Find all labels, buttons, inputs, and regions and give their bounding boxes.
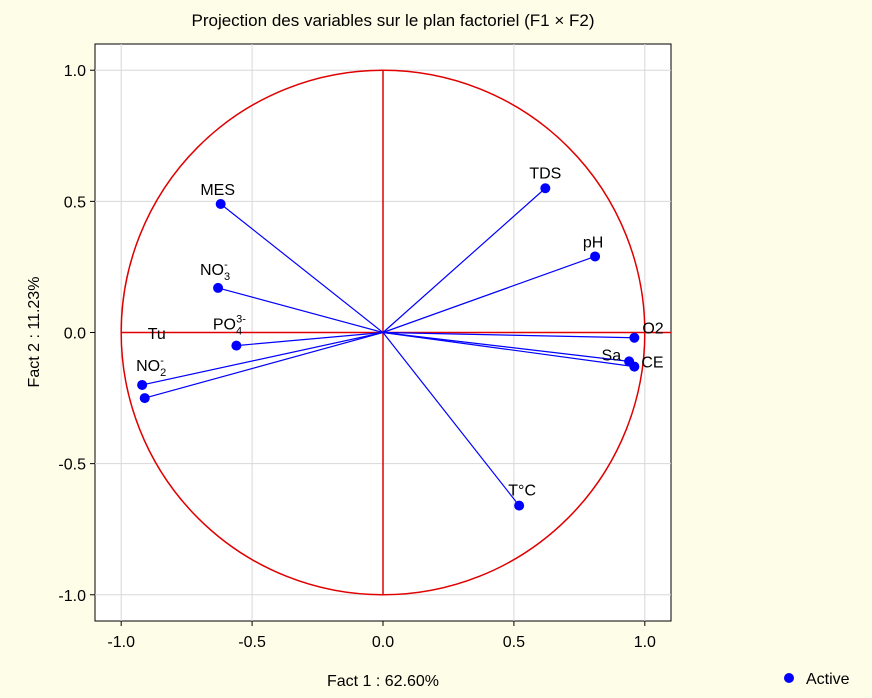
point-2: [590, 251, 601, 262]
x-tick-label-4: 1.0: [634, 634, 656, 651]
vector-line-4: [236, 331, 384, 347]
point-label-8: Sa: [602, 347, 622, 364]
point-label-3: NO3-: [200, 259, 230, 283]
legend: Active: [784, 671, 850, 688]
y-tick-label-0: 1.0: [64, 63, 86, 80]
x-tick-label-3: 0.5: [503, 634, 525, 651]
point-10: [514, 500, 525, 511]
x-tick-label-2: 0.0: [372, 634, 394, 651]
vector-line-8: [382, 331, 630, 362]
vector-line-7: [382, 331, 635, 339]
point-4: [231, 340, 242, 351]
y-ticks: 1.0 0.5 0.0 -0.5 -1.0: [58, 63, 95, 605]
point-label-4: PO43-: [213, 314, 246, 338]
y-axis-label: Fact 2 : 11.23%: [26, 277, 43, 388]
point-3: [213, 282, 224, 293]
point-1: [540, 183, 551, 194]
vector-line-6: [141, 331, 384, 386]
point-label-2: pH: [583, 234, 603, 251]
point-5: [139, 393, 150, 404]
point-label-6: NO2-: [136, 355, 166, 379]
x-tick-label-1: -0.5: [238, 634, 266, 651]
vectors: MES TDS pH NO3- PO43- Tu NO2- O2 Sa CE T°C: [136, 165, 664, 511]
vector-line-2: [382, 255, 596, 334]
chart-title: Projection des variables sur le plan fac…: [192, 11, 595, 30]
point-label-5: Tu: [148, 326, 166, 343]
vector-line-10: [382, 332, 520, 506]
legend-marker-active: [784, 673, 794, 683]
point-label-1: TDS: [529, 165, 561, 182]
vector-line-1: [382, 187, 546, 333]
point-6: [137, 379, 148, 390]
point-label-10: T°C: [508, 483, 536, 500]
y-tick-label-1: 0.5: [64, 194, 86, 211]
vector-line-9: [382, 331, 635, 368]
point-7: [629, 332, 640, 343]
point-0: [215, 198, 226, 209]
legend-label-active: Active: [806, 671, 850, 688]
x-axis-label: Fact 1 : 62.60%: [327, 673, 439, 690]
vector-line-0: [220, 203, 384, 333]
y-tick-label-2: 0.0: [64, 326, 86, 343]
y-tick-label-4: -1.0: [58, 588, 86, 605]
point-label-9: CE: [641, 355, 663, 372]
point-label-0: MES: [200, 182, 235, 199]
x-tick-label-0: -1.0: [107, 634, 135, 651]
point-9: [629, 361, 640, 372]
point-label-7: O2: [642, 321, 663, 338]
vector-line-5: [144, 331, 384, 399]
y-tick-label-3: -0.5: [58, 457, 86, 474]
x-ticks: -1.0 -0.5 0.0 0.5 1.0: [107, 621, 656, 651]
correlation-circle: [120, 69, 646, 596]
vector-line-3: [217, 287, 384, 334]
